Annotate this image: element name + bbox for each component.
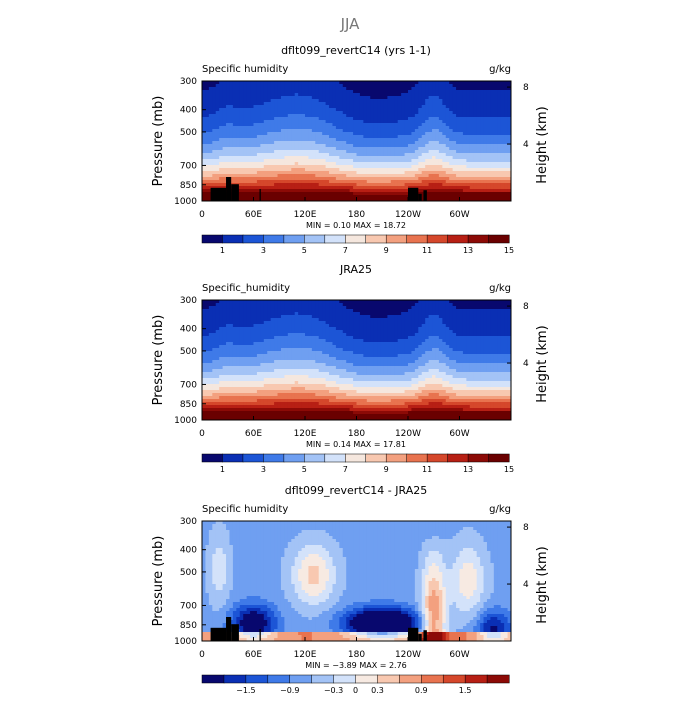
- topography-block: [408, 188, 418, 201]
- variable-label: Specific_humidity: [202, 283, 290, 294]
- y-right-tick-label: 8: [523, 83, 529, 93]
- colorbar-swatch: [345, 235, 366, 243]
- colorbar-swatch: [284, 235, 305, 243]
- units-label: g/kg: [489, 283, 511, 294]
- colorbar-tick-label: 3: [261, 246, 266, 255]
- variable-label: Specific humidity: [202, 64, 288, 75]
- colorbar-swatch: [407, 235, 428, 243]
- y-tick-label: 850: [180, 181, 197, 191]
- y-tick-label: 300: [180, 77, 197, 87]
- contour-field: [202, 300, 512, 421]
- x-tick-label: 60W: [449, 210, 469, 220]
- x-tick-label: 180: [348, 210, 365, 220]
- colorbar-swatch: [243, 235, 264, 243]
- colorbar-swatch: [202, 235, 223, 243]
- colorbar-tick-label: 5: [302, 246, 307, 255]
- topography-block: [260, 189, 261, 201]
- colorbar-swatch: [304, 235, 325, 243]
- topography-block: [423, 190, 426, 201]
- colorbar-swatch: [468, 235, 489, 243]
- y-tick-label: 500: [180, 128, 197, 138]
- y-right-tick-label: 4: [523, 140, 529, 150]
- colorbar-swatch: [427, 235, 448, 243]
- panel-title: dflt099_revertC14 (yrs 1-1): [281, 44, 431, 57]
- x-tick-label: 120W: [395, 210, 421, 220]
- topography-block: [231, 184, 239, 201]
- colorbar-swatch: [366, 235, 387, 243]
- y-tick-label: 700: [180, 161, 197, 171]
- x-tick-label: 60E: [245, 210, 262, 220]
- y-tick-label: 400: [180, 106, 197, 116]
- topography-block: [226, 177, 231, 201]
- colorbar-tick-label: 7: [343, 246, 348, 255]
- x-tick-label: 0: [199, 210, 205, 220]
- colorbar-swatch: [325, 235, 346, 243]
- y-right-axis-label: Height (km): [535, 106, 550, 183]
- colorbar-tick-label: 15: [504, 246, 514, 255]
- panel-title: JRA25: [339, 263, 372, 276]
- y-tick-label: 1000: [174, 197, 197, 207]
- contour-field: [202, 81, 512, 202]
- colorbar-swatch: [448, 235, 469, 243]
- colorbar-tick-label: 1: [220, 246, 225, 255]
- topography-block: [211, 188, 226, 201]
- y-axis-label: Pressure (mb): [151, 96, 166, 187]
- chart-panel-1: dflt099_revertC14 (yrs 1-1) Specific humi…: [151, 44, 550, 255]
- colorbar-tick-label: 9: [384, 246, 389, 255]
- min-max-stats: MIN = 0.10 MAX = 18.72: [306, 221, 406, 230]
- colorbar-swatch: [386, 235, 407, 243]
- colorbar-swatch: [263, 235, 284, 243]
- units-label: g/kg: [489, 64, 511, 75]
- x-tick-label: 120E: [294, 210, 317, 220]
- colorbar-tick-label: 11: [422, 246, 432, 255]
- topography-block: [418, 194, 421, 201]
- figure-title: JJA: [340, 15, 361, 33]
- colorbar-swatch: [489, 235, 510, 243]
- colorbar-tick-label: 13: [463, 246, 473, 255]
- panels: dflt099_revertC14 (yrs 1-1) Specific humi…: [151, 44, 550, 695]
- colorbar-swatch: [222, 235, 243, 243]
